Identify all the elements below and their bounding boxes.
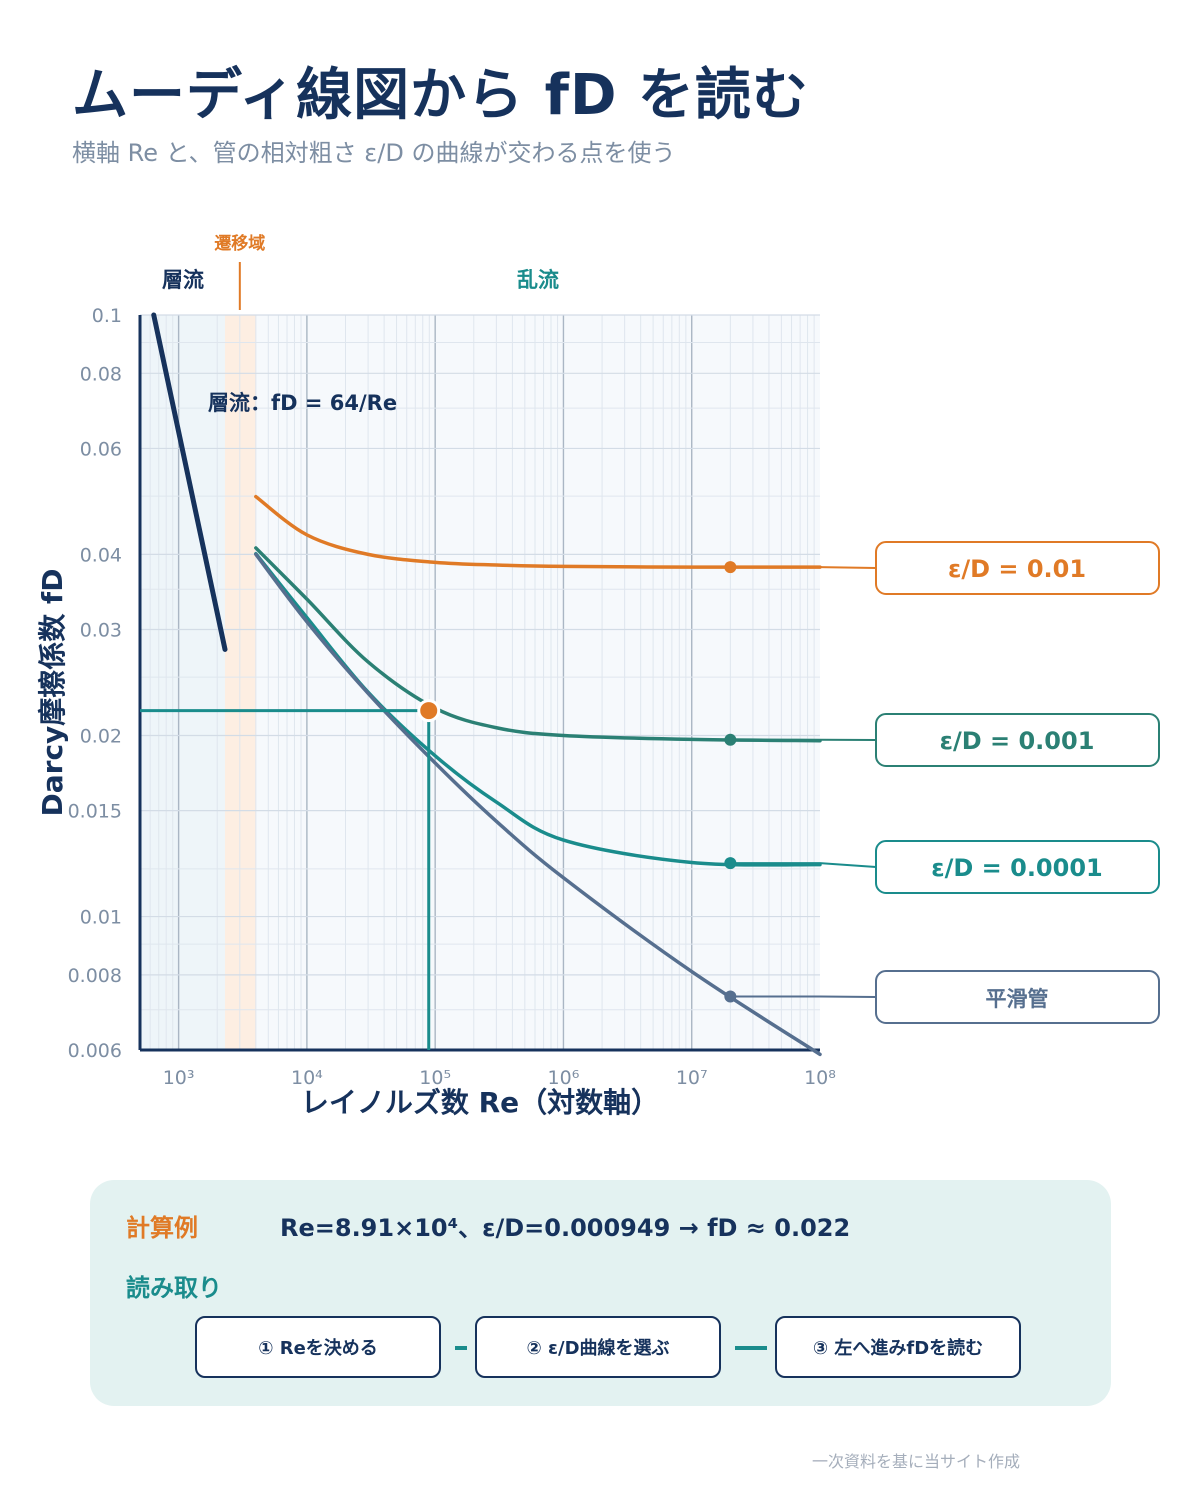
y-tick-label: 0.03 [80, 620, 122, 642]
reading-label: 読み取り [126, 1274, 222, 1302]
y-tick-label: 0.04 [80, 544, 122, 566]
region-band-1 [225, 315, 256, 1050]
series-legend-label-3: 平滑管 [986, 987, 1049, 1011]
step-3-button: ③ 左へ進みfDを読む [775, 1316, 1021, 1378]
y-tick-label: 0.1 [92, 305, 122, 327]
series-legend-box-0 [875, 541, 1160, 595]
series-legend-box-2 [875, 840, 1160, 894]
y-tick-label: 0.01 [80, 907, 122, 929]
step-2-button: ② ε/D曲線を選ぶ [475, 1316, 721, 1378]
step-1-button: ① Reを決める [195, 1316, 441, 1378]
y-tick-label: 0.015 [68, 801, 122, 823]
y-axis-label: Darcy摩擦係数 fD [36, 569, 69, 817]
region-label-turbulent: 乱流 [517, 268, 559, 292]
step-connector [735, 1346, 767, 1350]
x-tick-label: 10⁴ [291, 1067, 323, 1089]
source-footnote: 一次資料を基に当サイト作成 [812, 1452, 1021, 1471]
page-title: ムーディ線図から fD を読む [72, 63, 809, 128]
moody-chart: 0.1 0.08 0.06 0.04 0.03 0.02 0.015 0.01 0.008 0.0… [36, 233, 1160, 1119]
series-leader-0 [730, 566, 877, 569]
series-marker-0 [724, 561, 737, 574]
series-curve-2 [254, 551, 822, 867]
region-label-laminar: 層流 [162, 268, 204, 292]
x-tick-label: 10³ [163, 1067, 195, 1089]
series-marker-3 [724, 990, 737, 1003]
series-leader-2 [730, 862, 877, 868]
page-subtitle: 横軸 Re と、管の相対粗さ ε/D の曲線が交わる点を使う [72, 139, 676, 167]
reading-point-marker [417, 699, 441, 723]
x-tick-label: 10⁷ [676, 1067, 708, 1089]
x-tick-label: 10⁶ [548, 1067, 580, 1089]
laminar-line [151, 312, 228, 652]
y-tick-label: 0.006 [68, 1040, 122, 1062]
series-legend-label-0: ε/D = 0.01 [948, 555, 1086, 583]
laminar-annotation: 層流：fD = 64/Re [208, 391, 397, 415]
x-axis-label: レイノルズ数 Re（対数軸） [301, 1086, 659, 1119]
calculation-formula: Re=8.91×10⁴、ε/D=0.000949 → fD ≈ 0.022 [280, 1214, 851, 1242]
x-tick-label: 10⁵ [419, 1067, 451, 1089]
series-legend-label-1: ε/D = 0.001 [940, 727, 1095, 755]
y-tick-label: 0.008 [68, 965, 122, 987]
y-tick-label: 0.08 [80, 363, 122, 385]
y-tick-label: 0.06 [80, 438, 122, 460]
series-marker-2 [724, 857, 737, 870]
series-legend-box-3 [875, 970, 1160, 1024]
calculation-label: 計算例 [126, 1214, 198, 1242]
calculation-panel: 計算例 Re=8.91×10⁴、ε/D=0.000949 → fD ≈ 0.02… [90, 1180, 1111, 1406]
region-label-transition: 遷移域 [214, 233, 265, 254]
step-connector [455, 1346, 467, 1350]
series-legend-box-1 [875, 713, 1160, 767]
series-marker-1 [724, 733, 737, 746]
series-legend-label-2: ε/D = 0.0001 [931, 854, 1102, 882]
series-curve-3 [254, 552, 822, 1057]
y-tick-label: 0.02 [80, 725, 122, 747]
x-tick-label: 10⁸ [804, 1067, 836, 1089]
series-curve-1 [254, 546, 822, 743]
series-curve-0 [254, 494, 822, 569]
region-band-0 [140, 315, 226, 1050]
